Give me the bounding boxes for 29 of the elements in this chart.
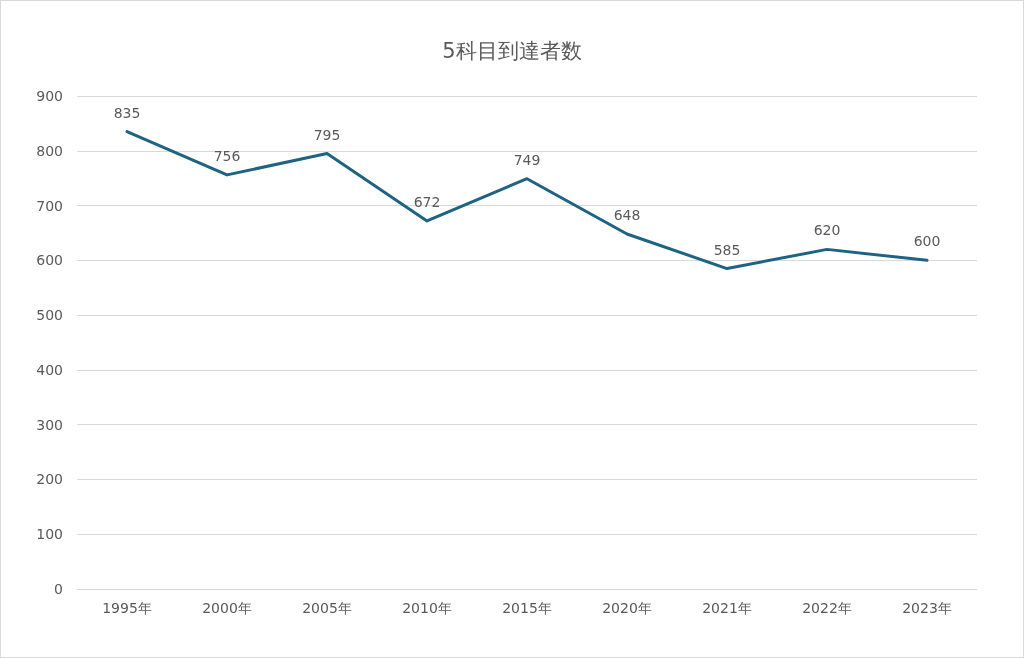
x-tick-label: 2015年	[502, 600, 552, 616]
y-tick-label: 700	[36, 197, 63, 214]
y-tick-label: 500	[36, 307, 63, 324]
data-label: 749	[513, 151, 541, 168]
x-tick-label: 1995年	[102, 600, 152, 616]
data-label: 620	[813, 222, 841, 239]
x-tick-label: 2005年	[302, 600, 352, 616]
y-tick-label: 0	[54, 581, 63, 597]
y-tick-label: 400	[36, 361, 63, 378]
data-label: 585	[713, 241, 741, 258]
data-label: 672	[413, 193, 441, 210]
x-tick-label: 2020年	[602, 600, 652, 616]
y-tick-label: 200	[36, 471, 63, 488]
y-tick-label: 100	[36, 526, 63, 543]
y-tick-label: 300	[36, 416, 63, 433]
y-tick-label: 900	[36, 88, 63, 104]
x-tick-label: 2022年	[802, 600, 852, 616]
x-tick-label: 2023年	[902, 600, 952, 616]
y-tick-label: 600	[36, 252, 63, 269]
y-tick-label: 800	[36, 142, 63, 159]
data-label: 600	[913, 233, 941, 250]
chart-title: 5科目到達者数	[442, 38, 582, 63]
data-label: 756	[213, 147, 241, 164]
x-tick-label: 2010年	[402, 600, 452, 616]
data-label: 795	[313, 126, 341, 143]
x-tick-label: 2021年	[702, 600, 752, 616]
data-label: 648	[613, 207, 641, 224]
data-label: 835	[113, 104, 141, 121]
x-tick-label: 2000年	[202, 600, 252, 616]
